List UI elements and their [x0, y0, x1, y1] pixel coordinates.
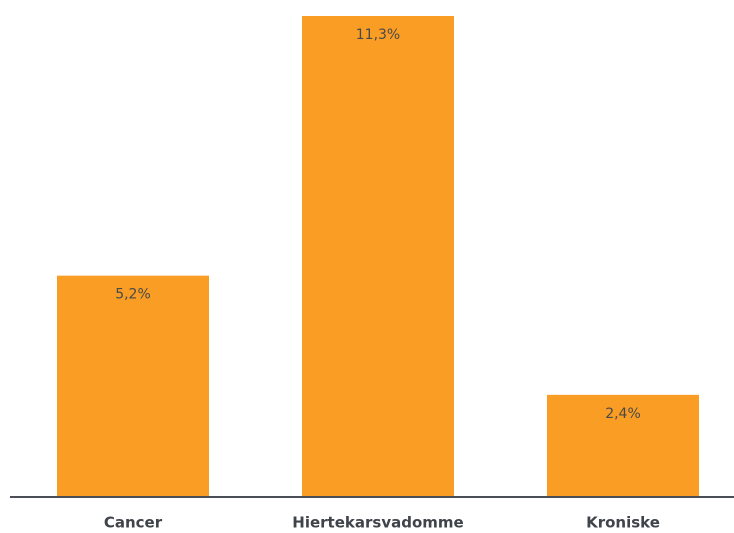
x-tick-label: Hiertekarsvadomme — [292, 514, 463, 532]
x-tick-label: Kroniske — [586, 514, 660, 532]
bar — [547, 394, 699, 497]
value-label: 11,3% — [356, 27, 400, 43]
bar — [302, 16, 454, 497]
x-tick-label: Cancer — [104, 514, 163, 532]
value-label: 5,2% — [115, 287, 151, 303]
bar — [57, 275, 209, 497]
value-label: 2,4% — [605, 406, 641, 422]
